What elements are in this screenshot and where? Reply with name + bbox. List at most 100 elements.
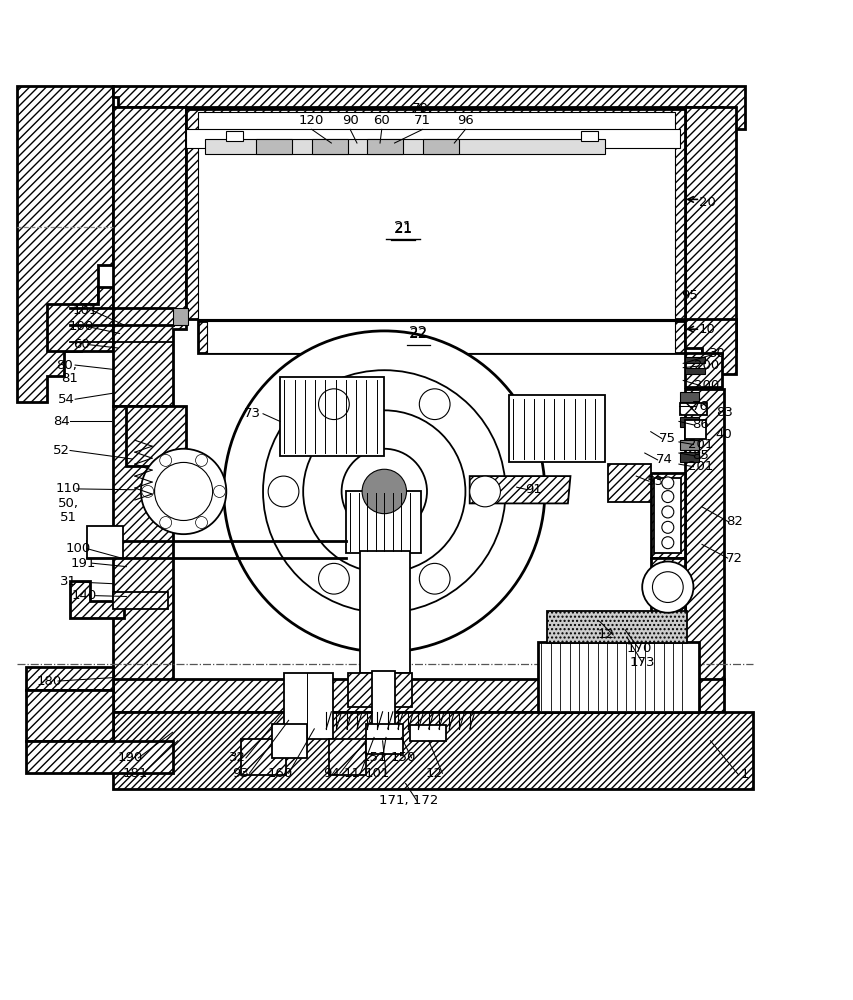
Circle shape bbox=[154, 462, 212, 520]
Text: 201: 201 bbox=[687, 460, 712, 473]
Circle shape bbox=[419, 389, 450, 420]
Bar bbox=[365, 724, 403, 739]
Text: 101: 101 bbox=[73, 304, 98, 317]
Polygon shape bbox=[47, 287, 113, 351]
Text: 180: 180 bbox=[37, 675, 62, 688]
Text: 20: 20 bbox=[698, 196, 715, 209]
Polygon shape bbox=[17, 86, 113, 402]
Circle shape bbox=[661, 491, 673, 503]
Bar bbox=[345, 491, 421, 553]
Text: 101: 101 bbox=[364, 767, 390, 780]
Text: 12: 12 bbox=[425, 767, 442, 780]
Bar bbox=[271, 724, 307, 758]
Circle shape bbox=[142, 485, 154, 497]
Circle shape bbox=[268, 476, 299, 507]
Circle shape bbox=[362, 469, 406, 514]
Bar bbox=[205, 139, 604, 154]
Polygon shape bbox=[684, 107, 735, 351]
Text: 76: 76 bbox=[691, 400, 708, 413]
Text: 200: 200 bbox=[693, 379, 719, 392]
Bar bbox=[280, 377, 384, 456]
Circle shape bbox=[303, 410, 465, 573]
Bar bbox=[409, 725, 445, 741]
Polygon shape bbox=[469, 476, 570, 503]
Bar bbox=[206, 321, 674, 353]
Circle shape bbox=[652, 572, 682, 602]
Polygon shape bbox=[113, 107, 186, 406]
Polygon shape bbox=[607, 464, 650, 502]
Bar bbox=[537, 642, 698, 712]
Text: 96: 96 bbox=[456, 114, 473, 127]
Text: 60: 60 bbox=[73, 338, 90, 351]
Text: 160: 160 bbox=[267, 767, 293, 780]
Bar bbox=[684, 420, 705, 439]
Bar bbox=[226, 131, 243, 141]
Text: 83: 83 bbox=[715, 406, 732, 419]
Circle shape bbox=[318, 389, 349, 420]
Text: 40: 40 bbox=[715, 428, 732, 441]
Text: 95: 95 bbox=[681, 289, 698, 302]
Text: 190: 190 bbox=[117, 751, 142, 764]
Bar bbox=[679, 392, 698, 402]
Text: 52: 52 bbox=[53, 444, 70, 457]
Text: 140: 140 bbox=[71, 589, 96, 602]
Bar bbox=[172, 308, 188, 325]
Polygon shape bbox=[26, 690, 113, 741]
Polygon shape bbox=[26, 741, 172, 773]
Text: 81: 81 bbox=[61, 372, 78, 385]
Text: 170: 170 bbox=[625, 642, 651, 655]
Circle shape bbox=[341, 449, 426, 534]
Text: 70,: 70, bbox=[412, 102, 432, 115]
Bar bbox=[684, 357, 705, 363]
Text: 80,: 80, bbox=[56, 359, 77, 372]
Circle shape bbox=[160, 517, 171, 529]
Bar bbox=[653, 478, 681, 553]
Bar bbox=[113, 592, 168, 609]
Polygon shape bbox=[684, 353, 721, 387]
Circle shape bbox=[195, 454, 207, 466]
Text: 10: 10 bbox=[698, 323, 715, 336]
Text: 22: 22 bbox=[409, 326, 427, 341]
Polygon shape bbox=[113, 86, 744, 129]
Text: 21: 21 bbox=[393, 221, 412, 236]
Polygon shape bbox=[328, 739, 365, 775]
Bar bbox=[679, 440, 698, 450]
Polygon shape bbox=[113, 679, 723, 712]
Bar bbox=[679, 403, 706, 415]
Text: 171, 172: 171, 172 bbox=[378, 794, 438, 807]
Circle shape bbox=[160, 454, 171, 466]
Text: 12: 12 bbox=[597, 628, 614, 641]
Text: 50,: 50, bbox=[58, 497, 78, 510]
Polygon shape bbox=[186, 109, 684, 319]
Text: 94: 94 bbox=[322, 767, 339, 780]
Text: 31: 31 bbox=[60, 575, 77, 588]
Bar bbox=[679, 417, 698, 427]
Text: 100: 100 bbox=[68, 320, 94, 333]
Text: 60: 60 bbox=[373, 114, 390, 127]
Text: 30: 30 bbox=[708, 347, 725, 360]
Bar bbox=[684, 368, 705, 374]
Circle shape bbox=[318, 563, 349, 594]
Text: 120: 120 bbox=[299, 114, 324, 127]
Text: 51: 51 bbox=[60, 511, 77, 524]
Bar bbox=[256, 139, 292, 154]
Text: 21: 21 bbox=[394, 222, 411, 235]
Text: 85: 85 bbox=[691, 449, 708, 462]
Text: 93: 93 bbox=[232, 767, 249, 780]
Polygon shape bbox=[684, 319, 735, 374]
Text: 74: 74 bbox=[655, 453, 672, 466]
Bar bbox=[546, 611, 687, 643]
Polygon shape bbox=[26, 667, 113, 690]
Circle shape bbox=[661, 537, 673, 549]
Bar bbox=[372, 671, 394, 741]
Text: 173: 173 bbox=[629, 656, 654, 669]
Text: 53: 53 bbox=[647, 475, 664, 488]
Text: 54: 54 bbox=[58, 393, 75, 406]
Text: 75: 75 bbox=[659, 432, 676, 445]
Circle shape bbox=[641, 561, 693, 613]
Text: 151: 151 bbox=[361, 751, 386, 764]
Circle shape bbox=[213, 485, 225, 497]
Circle shape bbox=[223, 331, 544, 652]
Text: 200: 200 bbox=[693, 359, 719, 372]
Bar bbox=[508, 395, 604, 462]
